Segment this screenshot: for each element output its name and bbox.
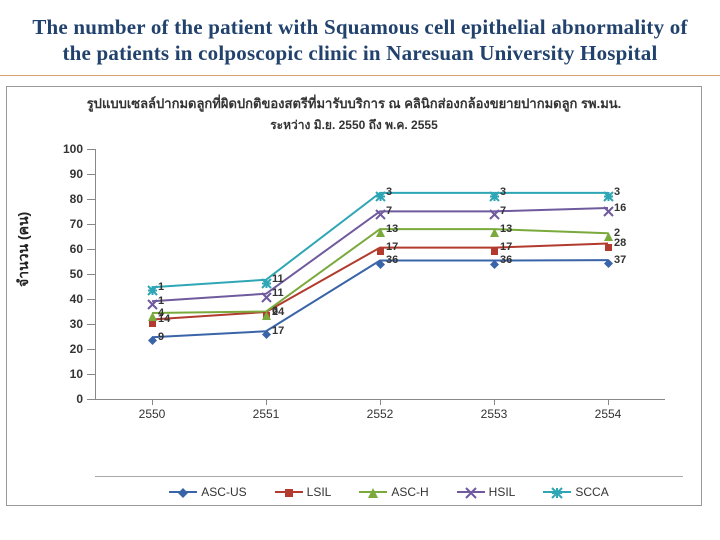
chart-subtitle-1: รูปแบบเซลล์ปากมดลูกที่ผิดปกติของสตรีที่ม… [7, 93, 701, 114]
x-tick-mark [494, 399, 495, 405]
legend-label: SCCA [575, 485, 608, 499]
data-label: 11 [272, 287, 284, 299]
data-label: 11 [272, 273, 284, 285]
y-tick-line [87, 149, 95, 150]
lsil-marker [376, 243, 385, 261]
asc-us-marker [604, 255, 613, 273]
legend-item-asc-us: ASC-US [169, 485, 246, 499]
asc-us-marker [262, 326, 271, 344]
x-tick-label: 2553 [481, 407, 508, 421]
legend-label: HSIL [489, 485, 516, 499]
page-root: The number of the patient with Squamous … [0, 0, 720, 540]
data-label: 1 [158, 281, 164, 293]
y-tick-label: 0 [51, 392, 83, 406]
data-label: 17 [500, 241, 512, 253]
page-title: The number of the patient with Squamous … [26, 14, 694, 67]
y-tick-label: 100 [51, 142, 83, 156]
asc-h-marker [376, 224, 385, 242]
legend-label: ASC-H [391, 485, 428, 499]
title-block: The number of the patient with Squamous … [0, 0, 720, 76]
hsil-marker [490, 206, 499, 224]
x-tick-label: 2550 [139, 407, 166, 421]
legend-swatch [169, 485, 197, 499]
lsil-marker [490, 243, 499, 261]
data-label: 7 [500, 205, 506, 217]
hsil-marker [376, 206, 385, 224]
data-label: 3 [386, 186, 392, 198]
scca-marker [604, 188, 613, 206]
data-label: 37 [614, 254, 626, 266]
legend-label: LSIL [307, 485, 332, 499]
legend-swatch [457, 485, 485, 499]
y-tick-label: 60 [51, 242, 83, 256]
plot-area: 917363637142417172846131321117716111333 [95, 149, 665, 399]
y-tick-line [87, 199, 95, 200]
legend-swatch [543, 485, 571, 499]
data-label: 16 [614, 202, 626, 214]
asc-h-marker [604, 228, 613, 246]
y-tick-line [87, 274, 95, 275]
y-tick-label: 30 [51, 317, 83, 331]
asc-us-marker [148, 332, 157, 350]
x-tick-mark [380, 399, 381, 405]
legend-label: ASC-US [201, 485, 246, 499]
y-tick-label: 40 [51, 292, 83, 306]
asc-h-marker [262, 307, 271, 325]
data-label: 13 [500, 223, 512, 235]
x-tick-label: 2551 [253, 407, 280, 421]
data-label: 1 [158, 295, 164, 307]
data-label: 17 [272, 325, 284, 337]
scca-marker [490, 188, 499, 206]
data-label: 36 [500, 254, 512, 266]
y-tick-line [87, 224, 95, 225]
data-label: 2 [614, 227, 620, 239]
data-label: 4 [158, 307, 164, 319]
y-tick-line [87, 249, 95, 250]
legend-item-asc-h: ASC-H [359, 485, 428, 499]
y-tick-label: 80 [51, 192, 83, 206]
y-tick-line [87, 374, 95, 375]
scca-marker [148, 282, 157, 300]
asc-h-marker [490, 224, 499, 242]
data-label: 9 [158, 331, 164, 343]
data-label: 28 [614, 237, 626, 249]
chart-frame: รูปแบบเซลล์ปากมดลูกที่ผิดปกติของสตรีที่ม… [6, 86, 702, 506]
y-tick-line [87, 324, 95, 325]
y-tick-label: 20 [51, 342, 83, 356]
x-tick-mark [608, 399, 609, 405]
y-tick-line [87, 299, 95, 300]
x-tick-mark [152, 399, 153, 405]
data-label: 13 [386, 223, 398, 235]
scca-marker [262, 275, 271, 293]
legend-item-scca: SCCA [543, 485, 608, 499]
series-lines [95, 149, 665, 399]
x-tick-label: 2552 [367, 407, 394, 421]
scca-marker [376, 188, 385, 206]
y-tick-label: 70 [51, 217, 83, 231]
y-axis-label: จำนวน (คน) [13, 211, 35, 286]
y-tick-line [87, 399, 95, 400]
legend: ASC-US LSIL ASC-H HSIL SCCA [95, 476, 683, 499]
y-tick-label: 10 [51, 367, 83, 381]
data-label: 6 [272, 305, 278, 317]
data-label: 17 [386, 241, 398, 253]
y-tick-line [87, 174, 95, 175]
x-tick-mark [266, 399, 267, 405]
data-label: 3 [500, 186, 506, 198]
legend-swatch [359, 485, 387, 499]
legend-item-lsil: LSIL [275, 485, 332, 499]
y-tick-line [87, 349, 95, 350]
x-tick-label: 2554 [595, 407, 622, 421]
data-label: 7 [386, 205, 392, 217]
legend-item-hsil: HSIL [457, 485, 516, 499]
y-tick-label: 90 [51, 167, 83, 181]
chart-subtitle-2: ระหว่าง มิ.ย. 2550 ถึง พ.ค. 2555 [7, 116, 701, 135]
legend-swatch [275, 485, 303, 499]
y-tick-label: 50 [51, 267, 83, 281]
data-label: 36 [386, 254, 398, 266]
data-label: 3 [614, 186, 620, 198]
